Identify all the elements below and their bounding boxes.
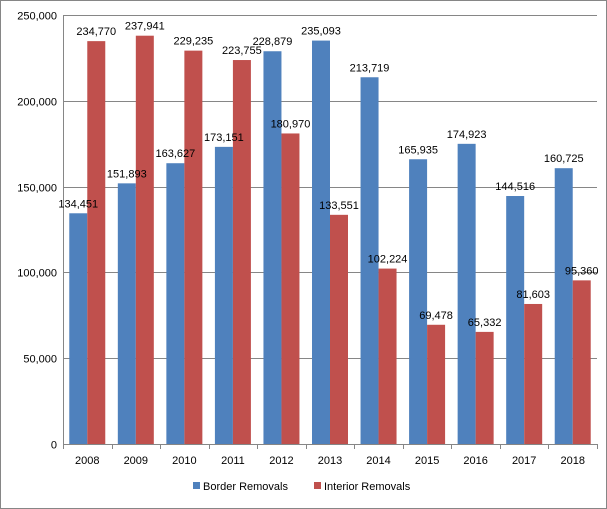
data-label: 174,923 [447,129,487,141]
data-label: 69,478 [419,310,453,322]
bar-interior-removals [184,50,203,444]
legend: Border Removals Interior Removals [193,481,411,493]
bar-border-removals [409,159,428,444]
axes: 0 50,000 100,000 150,000 200,000 250,000 2008 2… [17,11,598,467]
data-label: 228,879 [253,36,293,48]
y-tick-label: 100,000 [17,268,57,280]
bar-interior-removals [427,324,446,444]
bar-interior-removals [378,268,397,444]
legend-label: Interior Removals [324,481,411,493]
data-label: 229,235 [173,36,213,48]
bar-border-removals [457,143,476,444]
data-labels: 134,451 151,893 163,627 173,151 228,879 235,0… [58,21,598,329]
bar-border-removals [263,51,282,444]
data-label: 163,627 [155,148,195,160]
bar-border-removals [69,213,88,444]
data-label: 234,770 [76,26,116,38]
x-tick-label: 2008 [75,455,99,467]
data-label: 151,893 [107,168,147,180]
data-label: 133,551 [319,200,359,212]
bar-interior-removals [87,41,106,445]
data-label: 223,755 [222,45,262,57]
bar-border-removals [214,146,233,445]
data-label: 81,603 [516,289,550,301]
bar-interior-removals [281,133,300,444]
data-label: 237,941 [125,21,165,33]
legend-swatch [314,482,321,489]
bar-border-removals [117,183,136,444]
data-label: 65,332 [468,317,502,329]
data-label: 180,970 [271,118,311,130]
bars [69,35,591,445]
data-label: 235,093 [301,26,341,38]
y-tick-label: 250,000 [17,11,57,23]
x-tick-label: 2010 [172,455,196,467]
bar-border-removals [312,40,330,444]
y-tick-label: 0 [51,440,57,452]
bar-interior-removals [524,303,543,444]
bar-border-removals [360,77,379,445]
x-tick-label: 2014 [366,455,390,467]
data-label: 144,516 [495,181,535,193]
bar-interior-removals [135,35,154,445]
x-tick-label: 2011 [221,455,245,467]
x-tick-label: 2012 [269,455,293,467]
y-tick-label: 200,000 [17,97,57,109]
y-tick-label: 150,000 [17,183,57,195]
data-label: 102,224 [368,254,408,266]
legend-label: Border Removals [203,481,288,493]
bar-interior-removals [330,214,348,444]
data-label: 160,725 [544,153,584,165]
data-label: 134,451 [58,198,98,210]
legend-swatch [193,482,200,489]
bar-border-removals [554,168,573,444]
data-label: 95,360 [565,265,599,277]
y-tick-label: 50,000 [23,354,57,366]
x-tick-label: 2018 [560,455,584,467]
bar-border-removals [506,196,525,444]
x-tick-label: 2015 [415,455,439,467]
data-label: 165,935 [398,144,438,156]
x-tick-label: 2013 [318,455,342,467]
data-label: 173,151 [204,132,244,144]
bar-border-removals [166,163,185,444]
x-tick-label: 2017 [512,455,536,467]
data-label: 213,719 [350,62,390,74]
x-tick-label: 2016 [463,455,487,467]
x-tick-label: 2009 [124,455,148,467]
bar-interior-removals [475,331,494,444]
bar-interior-removals [232,60,251,445]
bar-interior-removals [572,280,591,444]
